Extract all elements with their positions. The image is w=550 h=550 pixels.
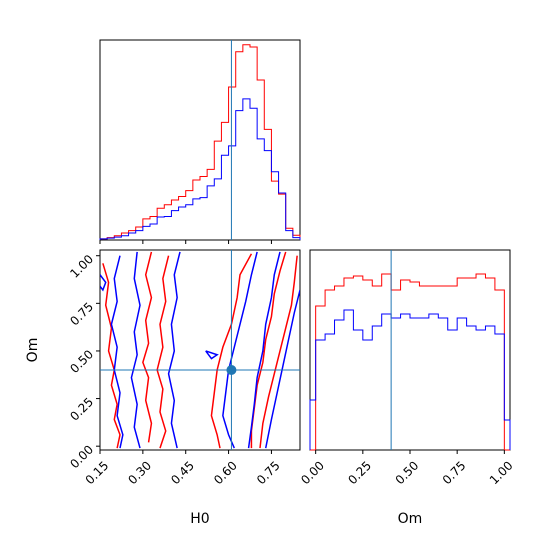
contour-blue-6: [100, 274, 107, 292]
h0-histogram-frame: [99, 39, 301, 241]
joint-x-axis-label: H0: [190, 511, 209, 527]
om-xtick-label: 0.50: [393, 458, 422, 487]
h0-histogram-series-blue: [99, 98, 301, 240]
om-xtick-label: 1.00: [487, 458, 516, 487]
joint-ytick-label: 0.75: [67, 300, 96, 329]
joint-xtick-label: 0.15: [83, 458, 112, 487]
om-x-axis-label: Om: [398, 511, 423, 527]
om-histogram-panel: 0.00 0.25 0.50 0.75 1.00 Om: [298, 249, 516, 527]
om-xtick-label: 0.75: [440, 458, 469, 487]
joint-ytick-label: 1.00: [67, 252, 96, 281]
h0-histogram-panel: [99, 39, 301, 244]
joint-xtick-label: 0.30: [125, 458, 154, 487]
joint-xtick-label: 0.75: [254, 458, 283, 487]
contour-blue-0: [110, 255, 124, 449]
joint-ytick-label: 0.25: [67, 395, 96, 424]
joint-xtick-label: 0.60: [211, 458, 240, 487]
contour-red-1: [142, 251, 153, 443]
joint-ytick-label: 0.50: [67, 347, 96, 376]
om-xtick-label: 0.00: [298, 458, 327, 487]
h0-histogram-series-red: [99, 44, 301, 240]
joint-y-axis-label: Om: [25, 338, 41, 363]
joint-truth-point: [226, 365, 237, 375]
contour-blue-2: [167, 251, 181, 449]
joint-xtick-label: 0.45: [168, 458, 197, 487]
contour-blue-5: [264, 289, 300, 449]
contour-red-2: [156, 255, 170, 449]
joint-contour-panel: 0.15 0.30 0.45 0.60 0.75 0.000.250.500.751.0…: [25, 249, 301, 527]
om-histogram-series-red: [310, 273, 510, 451]
om-xtick-label: 0.25: [345, 458, 374, 487]
contour-red-0: [102, 263, 121, 449]
joint-contour-frame: [99, 249, 301, 451]
contour-blue-1: [130, 251, 141, 449]
contour-red-5: [259, 255, 298, 449]
contour-blue-7: [205, 350, 219, 360]
contour-red-3: [210, 253, 253, 449]
contour-blue-4: [247, 251, 281, 449]
om-histogram-series-blue: [309, 309, 511, 450]
